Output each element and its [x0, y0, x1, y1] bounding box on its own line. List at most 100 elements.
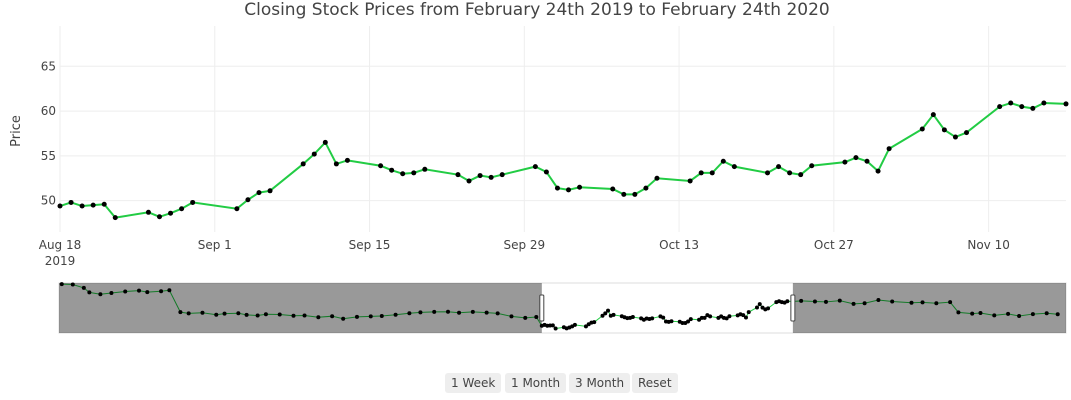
plot-area[interactable]: [57, 100, 1069, 221]
range-slider-background: [58, 282, 1067, 334]
range-slider-marker: [992, 313, 997, 318]
price-marker: [378, 163, 384, 169]
price-marker: [190, 199, 196, 205]
range-slider-marker: [432, 309, 437, 314]
range-slider-marker: [920, 300, 925, 305]
range-slider-marker: [222, 311, 227, 316]
price-marker: [101, 201, 107, 207]
range-slider-marker: [680, 321, 685, 325]
range-slider-marker: [214, 312, 219, 317]
y-tick-label: 55: [41, 149, 56, 163]
range-slider-marker: [236, 311, 241, 316]
price-marker: [731, 164, 737, 170]
price-marker: [1019, 104, 1025, 110]
range-slider-marker: [611, 312, 616, 317]
price-line: [60, 101, 1067, 219]
range-slider[interactable]: [58, 282, 1067, 334]
price-marker: [566, 187, 572, 193]
range-slider-marker: [291, 313, 296, 318]
range-slider-marker: [766, 306, 771, 311]
range-slider-marker: [418, 310, 423, 315]
price-marker: [842, 159, 848, 165]
range-slider-marker: [59, 282, 64, 287]
price-marker: [709, 170, 715, 176]
range-slider-marker: [862, 301, 867, 306]
price-marker: [543, 169, 549, 175]
range-slider-marker: [699, 315, 704, 320]
range-slider-marker: [592, 320, 597, 325]
y-tick-label: 65: [41, 59, 56, 73]
price-marker: [68, 199, 74, 205]
price-marker: [1030, 105, 1036, 111]
range-slider-marker: [167, 288, 172, 293]
range-slider-marker: [669, 319, 674, 324]
range-slider-marker: [509, 314, 514, 319]
range-slider-marker: [470, 309, 475, 314]
range-slider-marker: [956, 310, 961, 315]
price-marker: [610, 186, 616, 192]
range-slider-marker: [81, 285, 86, 290]
range-slider-marker: [876, 298, 881, 303]
x-tick-sublabel: 2019: [45, 254, 76, 268]
x-tick-label: Oct 27: [814, 238, 854, 252]
price-marker: [145, 209, 151, 215]
range-slider-mask-right: [792, 283, 1066, 333]
price-marker: [952, 134, 958, 140]
range-button-1-month[interactable]: 1 Month: [505, 373, 567, 393]
range-button-reset[interactable]: Reset: [632, 373, 678, 393]
price-marker: [245, 197, 251, 203]
range-slider-marker: [724, 316, 729, 321]
range-slider-marker: [70, 282, 75, 287]
range-slider-marker: [583, 324, 588, 329]
range-slider-marker: [823, 299, 828, 304]
range-slider-mask-left: [59, 283, 542, 333]
price-marker: [919, 126, 925, 132]
price-marker: [499, 172, 505, 178]
range-slider-marker: [407, 311, 412, 316]
range-button-3-month[interactable]: 3 Month: [569, 373, 631, 393]
chart-title: Closing Stock Prices from February 24th …: [244, 0, 830, 20]
range-slider-marker: [630, 315, 635, 320]
range-slider-marker: [785, 299, 790, 304]
x-tick-label: Nov 10: [967, 238, 1010, 252]
price-marker: [853, 155, 859, 161]
price-marker: [941, 127, 947, 133]
range-button-1-week[interactable]: 1 Week: [445, 373, 502, 393]
range-slider-marker: [1030, 312, 1035, 317]
price-marker: [964, 130, 970, 136]
range-slider-marker: [743, 315, 748, 320]
range-slider-handle-right[interactable]: [790, 294, 796, 322]
range-slider-marker: [316, 315, 321, 320]
range-slider-marker: [302, 313, 307, 318]
range-slider-marker: [341, 316, 346, 321]
price-marker: [997, 104, 1003, 110]
range-slider-marker: [572, 322, 577, 327]
range-slider-marker: [393, 312, 398, 317]
range-slider-marker: [330, 314, 335, 319]
range-slider-marker: [757, 302, 762, 307]
price-marker: [687, 178, 693, 184]
range-slider-marker: [606, 308, 611, 313]
y-axis-ticks: 50 55 60 65: [41, 59, 56, 207]
range-slider-marker: [137, 288, 142, 293]
price-marker: [477, 173, 483, 179]
y-axis-label: Price: [9, 115, 24, 147]
price-marker: [256, 190, 262, 196]
price-marker: [422, 166, 428, 172]
price-marker: [234, 206, 240, 212]
range-slider-marker: [727, 314, 732, 319]
range-slider-marker: [446, 309, 451, 314]
range-slider-handle-left[interactable]: [539, 294, 545, 322]
range-slider-marker: [534, 315, 539, 320]
range-slider-marker: [1055, 312, 1060, 317]
range-slider-marker: [746, 310, 751, 315]
range-slider-marker: [1006, 311, 1011, 316]
range-slider-marker: [1044, 311, 1049, 316]
price-marker: [632, 191, 638, 197]
x-tick-label: Sep 1: [198, 238, 232, 252]
x-axis-ticks: Aug 18 2019 Sep 1 Sep 15 Sep 29 Oct 13 Oct 27 N…: [39, 238, 1010, 268]
price-marker: [322, 139, 328, 145]
range-slider-marker: [457, 310, 462, 315]
range-slider-marker: [978, 311, 983, 315]
range-slider-marker: [523, 315, 528, 320]
